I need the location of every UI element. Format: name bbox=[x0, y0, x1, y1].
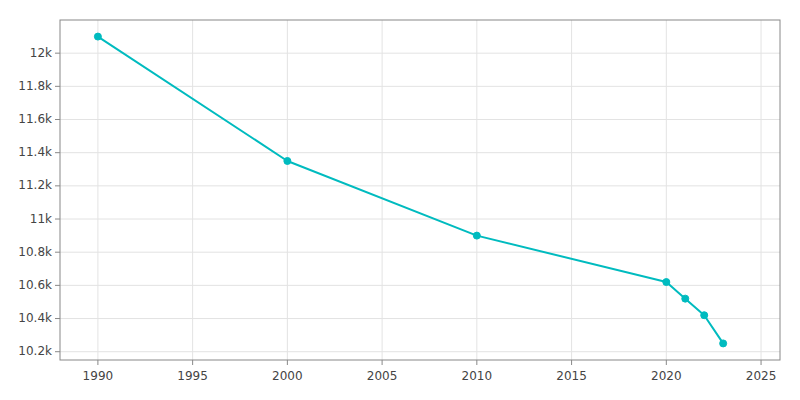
y-tick-label: 10.2k bbox=[18, 344, 52, 358]
y-tick bbox=[55, 219, 60, 220]
x-tick bbox=[192, 360, 193, 365]
point bbox=[701, 312, 708, 319]
x-tick-label: 2025 bbox=[746, 369, 777, 383]
x-tick bbox=[571, 360, 572, 365]
point bbox=[663, 279, 670, 286]
y-tick-label: 11.6k bbox=[18, 112, 52, 126]
x-tick-label: 2015 bbox=[556, 369, 587, 383]
x-tick bbox=[382, 360, 383, 365]
x-tick-label: 2000 bbox=[272, 369, 303, 383]
x-tick-label: 2020 bbox=[651, 369, 682, 383]
x-tick-label: 1990 bbox=[83, 369, 114, 383]
y-tick bbox=[55, 185, 60, 186]
y-tick-label: 11.4k bbox=[18, 145, 52, 159]
y-tick bbox=[55, 53, 60, 54]
x-grid-line bbox=[666, 20, 667, 360]
axes: 10.2k 10.4k 10.6k 10.8k 11k 11.2k 11.4k 11.6k 11… bbox=[18, 20, 780, 383]
y-grid-line bbox=[60, 152, 780, 153]
x-grid-line bbox=[192, 20, 193, 360]
point bbox=[473, 232, 480, 239]
x-grid-line bbox=[476, 20, 477, 360]
y-tick bbox=[55, 86, 60, 87]
x-grid-line bbox=[97, 20, 98, 360]
point bbox=[682, 295, 689, 302]
y-grid-line bbox=[60, 351, 780, 352]
y-tick-label: 12k bbox=[30, 46, 52, 60]
x-tick-label: 2010 bbox=[462, 369, 493, 383]
x-grid-line bbox=[382, 20, 383, 360]
chart-container: 10.2k 10.4k 10.6k 10.8k 11k 11.2k 11.4k 11.6k 11… bbox=[0, 0, 800, 400]
y-tick bbox=[55, 318, 60, 319]
x-tick bbox=[287, 360, 288, 365]
x-grid-line bbox=[571, 20, 572, 360]
x-tick bbox=[97, 360, 98, 365]
x-tick-label: 1995 bbox=[177, 369, 208, 383]
line bbox=[98, 37, 723, 344]
x-tick bbox=[476, 360, 477, 365]
y-tick bbox=[55, 252, 60, 253]
chart-svg: 10.2k 10.4k 10.6k 10.8k 11k 11.2k 11.4k 11.6k 11… bbox=[0, 0, 800, 400]
x-tick bbox=[666, 360, 667, 365]
y-grid-line bbox=[60, 53, 780, 54]
y-tick-label: 10.8k bbox=[18, 245, 52, 259]
y-tick bbox=[55, 119, 60, 120]
y-tick-label: 11k bbox=[30, 212, 52, 226]
y-tick-label: 11.2k bbox=[18, 178, 52, 192]
point bbox=[94, 33, 101, 40]
x-grid-line bbox=[761, 20, 762, 360]
point bbox=[720, 340, 727, 347]
y-tick bbox=[55, 152, 60, 153]
y-tick bbox=[55, 285, 60, 286]
x-tick-label: 2005 bbox=[367, 369, 398, 383]
x-tick bbox=[761, 360, 762, 365]
y-tick bbox=[55, 351, 60, 352]
y-grid-line bbox=[60, 252, 780, 253]
y-grid-line bbox=[60, 219, 780, 220]
y-tick-label: 10.4k bbox=[18, 311, 52, 325]
y-tick-label: 11.8k bbox=[18, 79, 52, 93]
y-tick-label: 10.6k bbox=[18, 278, 52, 292]
point bbox=[284, 157, 291, 164]
y-grid-line bbox=[60, 119, 780, 120]
series bbox=[94, 33, 726, 347]
y-grid-line bbox=[60, 86, 780, 87]
y-grid-line bbox=[60, 185, 780, 186]
grid bbox=[60, 20, 780, 360]
y-grid-line bbox=[60, 318, 780, 319]
x-grid-line bbox=[287, 20, 288, 360]
plot-frame bbox=[60, 20, 780, 360]
